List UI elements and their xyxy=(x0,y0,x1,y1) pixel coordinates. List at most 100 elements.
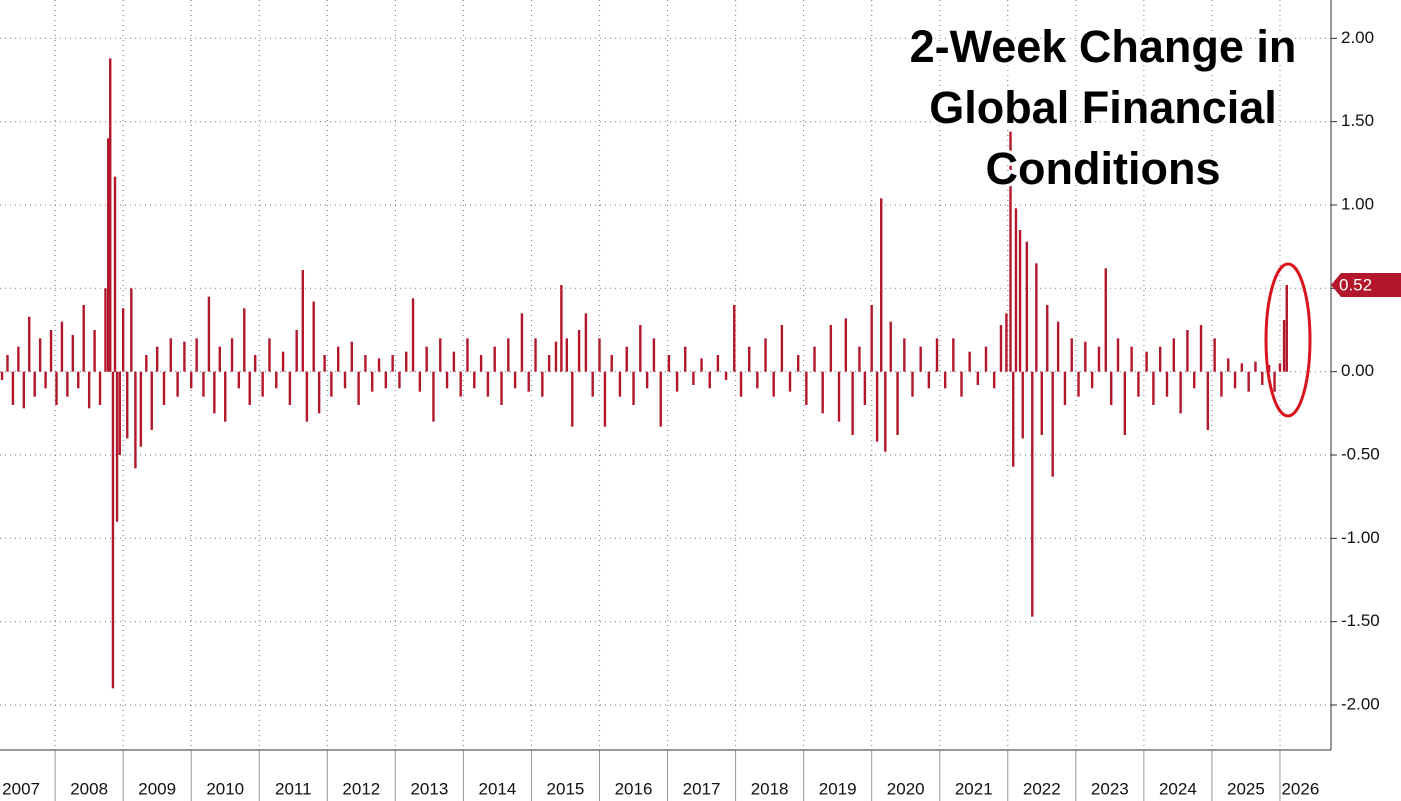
bar xyxy=(104,288,107,372)
bar xyxy=(591,371,594,397)
y-tick-label: -1.00 xyxy=(1341,528,1380,547)
x-tick-label: 2023 xyxy=(1091,779,1129,798)
bar xyxy=(927,371,931,389)
y-tick-label: 1.00 xyxy=(1341,194,1374,213)
highlight-ellipse xyxy=(1264,262,1312,418)
bar xyxy=(1025,241,1029,372)
bar xyxy=(155,346,159,372)
bar xyxy=(218,346,221,372)
bar xyxy=(317,371,321,414)
bar xyxy=(115,371,119,522)
bar xyxy=(261,371,264,397)
bar xyxy=(1009,131,1012,372)
bar xyxy=(1273,371,1276,392)
y-tick-label: -1.50 xyxy=(1341,611,1380,630)
bar xyxy=(323,355,326,372)
x-tick-label: 2020 xyxy=(887,779,925,798)
bar xyxy=(130,288,133,372)
bar xyxy=(724,371,728,380)
bar xyxy=(756,371,759,389)
bar xyxy=(796,355,800,372)
bar xyxy=(1110,371,1113,405)
bar xyxy=(28,316,31,372)
bar xyxy=(1063,371,1067,405)
bar xyxy=(357,371,360,405)
bar-layer xyxy=(0,58,1288,689)
bar xyxy=(700,358,703,372)
bar xyxy=(60,321,64,372)
bar xyxy=(880,198,883,372)
bar xyxy=(1285,285,1288,372)
bar xyxy=(38,338,42,372)
bar xyxy=(788,371,792,392)
bar xyxy=(268,338,271,372)
bar xyxy=(126,371,129,439)
bar xyxy=(288,371,292,405)
bar xyxy=(109,58,112,372)
bar xyxy=(113,176,117,372)
bar xyxy=(1084,341,1087,372)
bar xyxy=(1014,208,1018,372)
bar xyxy=(780,325,784,372)
bar xyxy=(391,355,394,372)
bar xyxy=(684,346,687,372)
bar xyxy=(11,371,15,405)
bar xyxy=(527,371,530,392)
bar xyxy=(1193,371,1196,389)
bar xyxy=(459,371,462,397)
bar xyxy=(935,338,939,372)
bar xyxy=(466,338,469,372)
bar xyxy=(645,371,649,389)
x-tick-label: 2012 xyxy=(342,779,380,798)
x-tick-label: 2024 xyxy=(1159,779,1197,798)
last-value-tag xyxy=(1331,273,1401,297)
bar xyxy=(473,371,476,389)
bar xyxy=(1206,371,1210,430)
bar xyxy=(1152,371,1155,405)
bar xyxy=(295,330,298,372)
bar xyxy=(145,355,148,372)
bar xyxy=(952,338,955,372)
x-tick-label: 2013 xyxy=(410,779,448,798)
bar xyxy=(1247,371,1250,392)
bar xyxy=(829,325,833,372)
bar xyxy=(520,313,524,372)
bar xyxy=(445,371,449,389)
bar xyxy=(1278,363,1282,372)
bar xyxy=(577,330,581,372)
bar xyxy=(1123,371,1127,435)
bar xyxy=(571,371,574,427)
bar xyxy=(632,371,635,405)
bar xyxy=(202,371,205,397)
bar xyxy=(243,308,246,372)
bar xyxy=(618,371,622,397)
bar xyxy=(1199,325,1203,372)
bar xyxy=(805,371,808,405)
bar xyxy=(598,338,601,372)
bar xyxy=(692,371,695,385)
bar xyxy=(224,371,227,422)
bar xyxy=(486,371,490,397)
bar xyxy=(66,371,69,397)
x-tick-label: 2025 xyxy=(1227,779,1265,798)
bar xyxy=(312,301,315,372)
x-tick-label: 2009 xyxy=(138,779,176,798)
bar xyxy=(534,338,537,372)
bar xyxy=(207,296,211,372)
x-tick-label: 2019 xyxy=(819,779,857,798)
bar xyxy=(377,358,381,372)
bar xyxy=(248,371,251,405)
bar xyxy=(747,346,751,372)
bar xyxy=(1116,338,1120,372)
bar xyxy=(0,371,4,380)
bar xyxy=(418,371,422,392)
bar xyxy=(1186,330,1189,372)
x-tick-label: 2014 xyxy=(479,779,517,798)
bar xyxy=(350,341,354,372)
bar xyxy=(844,318,848,372)
bar xyxy=(565,338,569,372)
bar xyxy=(281,351,285,372)
bar xyxy=(17,346,20,372)
grid-layer xyxy=(0,0,1337,801)
bar xyxy=(968,351,971,372)
